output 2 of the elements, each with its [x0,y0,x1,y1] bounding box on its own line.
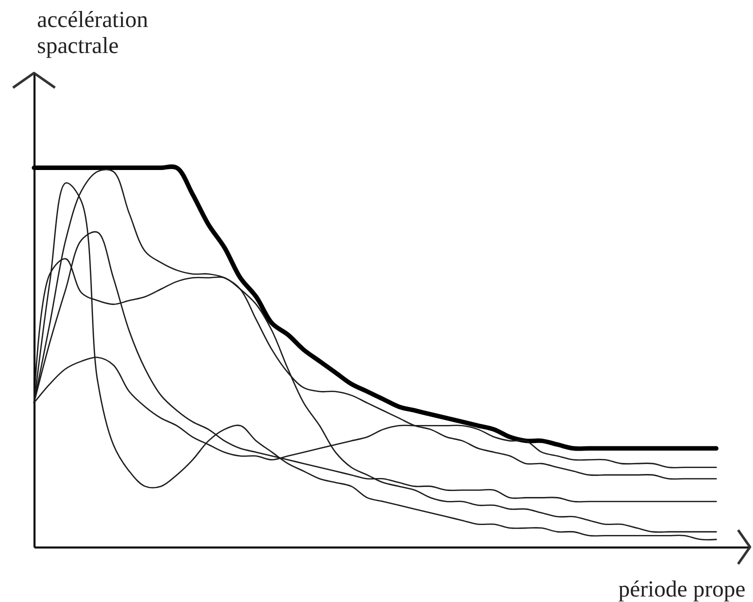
x-axis-title: période prope [618,576,746,602]
text: accélération spactrale [37,7,149,58]
